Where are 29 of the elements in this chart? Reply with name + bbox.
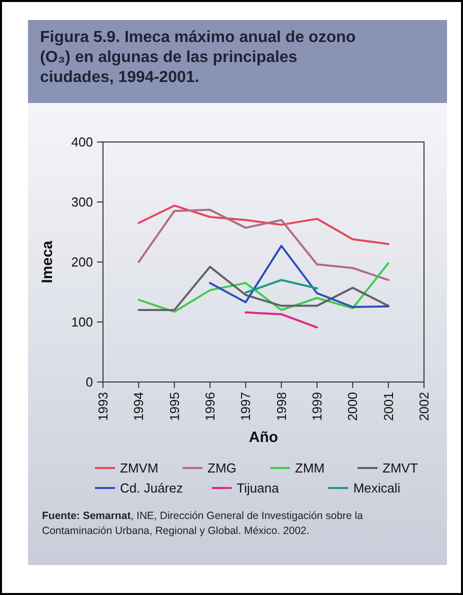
legend-label: Mexicali [353, 480, 400, 496]
x-tick-label: 2002 [416, 392, 432, 421]
x-tick-label: 1999 [310, 392, 325, 421]
x-tick-label: 2000 [345, 392, 360, 421]
source-note: Fuente: Semarnat, INE, Dirección General de Investigación sobre la Contaminación Urbana, Regional y Global. México. 2002. [42, 510, 364, 537]
y-tick-label: 400 [71, 134, 93, 150]
y-tick-label: 0 [86, 374, 93, 390]
legend-label: ZMVM [120, 460, 158, 476]
x-tick-label: 1993 [96, 392, 111, 421]
chart-title: Figura 5.9. Imeca máximo anual de ozono (O₃) en algunas de las principales ciudades, 1994-2001. [40, 29, 356, 86]
line-series [138, 204, 390, 245]
x-tick-label: 1994 [131, 392, 146, 421]
x-tick-label: 1996 [202, 392, 218, 421]
legend-label: ZMVT [382, 460, 418, 476]
legend-label: ZMG [208, 460, 236, 476]
y-axis-title: Imeca [39, 240, 56, 284]
y-tick-label: 300 [71, 194, 93, 210]
y-tick-label: 100 [71, 314, 93, 330]
line-series [138, 208, 390, 281]
y-tick-label: 200 [71, 254, 93, 270]
legend-label: ZMM [295, 460, 325, 476]
legend-label: Tijuana [236, 480, 280, 496]
line-series [209, 244, 390, 308]
x-axis-title: Año [248, 429, 278, 446]
x-tick-label: 1995 [166, 392, 182, 421]
x-tick-label: 1997 [238, 392, 254, 421]
legend-label: Cd. Juárez [120, 480, 183, 496]
x-tick-label: 1998 [274, 392, 289, 421]
x-tick-label: 2001 [380, 392, 396, 421]
